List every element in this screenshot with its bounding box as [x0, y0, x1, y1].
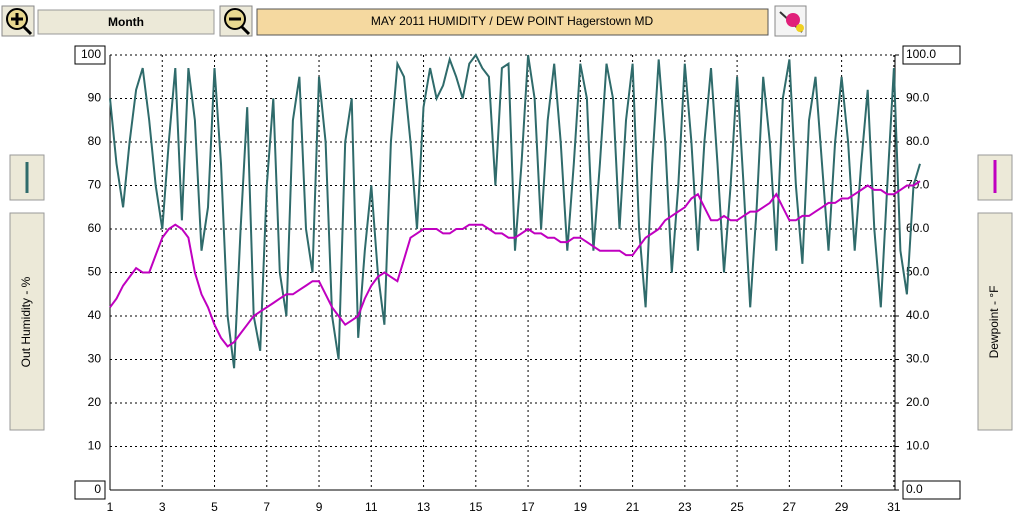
- y-tick-label: 60: [88, 221, 102, 235]
- y2-tick-label: 50.0: [906, 265, 930, 279]
- y2-tick-box: [902, 480, 961, 500]
- y2-tick-label: 20.0: [906, 395, 930, 409]
- y2-axis-label: Dewpoint - °F: [987, 286, 1001, 359]
- title-box: [256, 8, 769, 36]
- series-line: [109, 53, 921, 369]
- y-tick-box: [74, 480, 106, 500]
- settings-icon[interactable]: [774, 5, 807, 37]
- period-button[interactable]: [37, 9, 215, 35]
- y2-tick-label: 80.0: [906, 134, 930, 148]
- y-tick-label: 100: [81, 47, 101, 61]
- y2-tick-label: 40.0: [906, 308, 930, 322]
- y2-tick-label: 90.0: [906, 91, 930, 105]
- plot: 0 10 20 30 40 50 60 70 80 90 100 0.0 10.0 20.0 30.0 40.…: [74, 45, 961, 514]
- x-tick-label: 23: [678, 500, 692, 514]
- x-tick-label: 7: [263, 500, 270, 514]
- x-tick-label: 15: [469, 500, 483, 514]
- y-axis-button[interactable]: [9, 212, 45, 431]
- zoom-in[interactable]: [1, 5, 35, 37]
- x-tick-label: 17: [521, 500, 535, 514]
- y2-tick-label: 60.0: [906, 221, 930, 235]
- x-tick-label: 3: [159, 500, 166, 514]
- y-tick-label: 0: [94, 482, 101, 496]
- y-tick-label: 30: [88, 352, 102, 366]
- y2-tick-label: 10.0: [906, 439, 930, 453]
- x-tick-label: 31: [887, 500, 901, 514]
- y-axis-label: Out Humidity - %: [19, 276, 33, 367]
- y2-tick-label: 100.0: [906, 47, 936, 61]
- x-tick-label: 9: [316, 500, 323, 514]
- x-tick-label: 1: [107, 500, 114, 514]
- x-tick-label: 27: [783, 500, 797, 514]
- x-tick-label: 21: [626, 500, 640, 514]
- x-tick-label: 29: [835, 500, 849, 514]
- series-line: [109, 180, 921, 348]
- chart-title: MAY 2011 HUMIDITY / DEW POINT Hagerstown…: [371, 14, 654, 28]
- y-tick-label: 10: [88, 439, 102, 453]
- x-tick-label: 25: [730, 500, 744, 514]
- y2-tick-box: [902, 45, 961, 65]
- y2-tick-label: 70.0: [906, 178, 930, 192]
- y2-axis-button[interactable]: [977, 212, 1013, 431]
- y-tick-label: 20: [88, 395, 102, 409]
- zoom-out[interactable]: [219, 5, 253, 37]
- period-label: Month: [108, 15, 144, 29]
- y2-tick-label: 30.0: [906, 352, 930, 366]
- y-tick-label: 90: [88, 91, 102, 105]
- y-tick-label: 80: [88, 134, 102, 148]
- x-tick-label: 19: [574, 500, 588, 514]
- y-tick-label: 40: [88, 308, 102, 322]
- x-tick-label: 11: [365, 500, 378, 514]
- y-tick-box: [74, 45, 106, 65]
- y-tick-label: 70: [88, 178, 102, 192]
- y2-tick-label: 0.0: [906, 482, 923, 496]
- y-tick-label: 50: [88, 265, 102, 279]
- x-tick-label: 5: [211, 500, 218, 514]
- x-tick-label: 13: [417, 500, 431, 514]
- plot-area: [110, 55, 895, 490]
